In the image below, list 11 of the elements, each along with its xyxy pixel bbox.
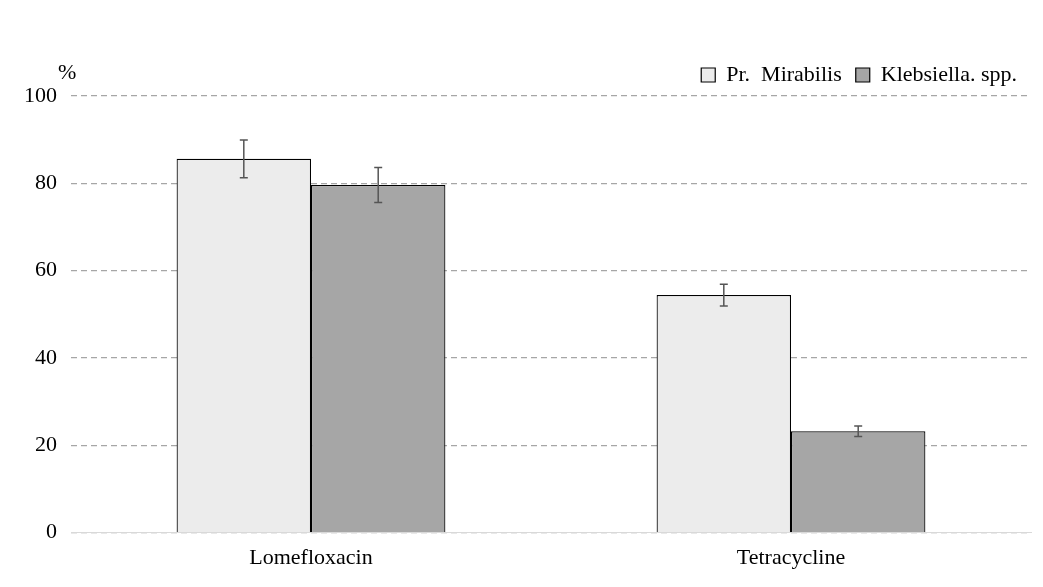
y-tick-label: 80 (35, 169, 57, 195)
y-tick-label: 20 (35, 431, 57, 457)
y-axis-title: % (58, 58, 77, 84)
x-tick-label: Lomefloxacin (249, 543, 373, 569)
legend-label: Klebsiella. spp. (880, 60, 1018, 86)
x-tick-label: Tetracycline (736, 543, 846, 569)
y-tick-label: 100 (24, 81, 57, 107)
y-tick-label: 40 (35, 343, 57, 369)
legend-label: Pr. Mirabilis (726, 60, 842, 86)
y-tick-label: 60 (35, 256, 57, 282)
y-tick-label: 0 (46, 518, 57, 544)
